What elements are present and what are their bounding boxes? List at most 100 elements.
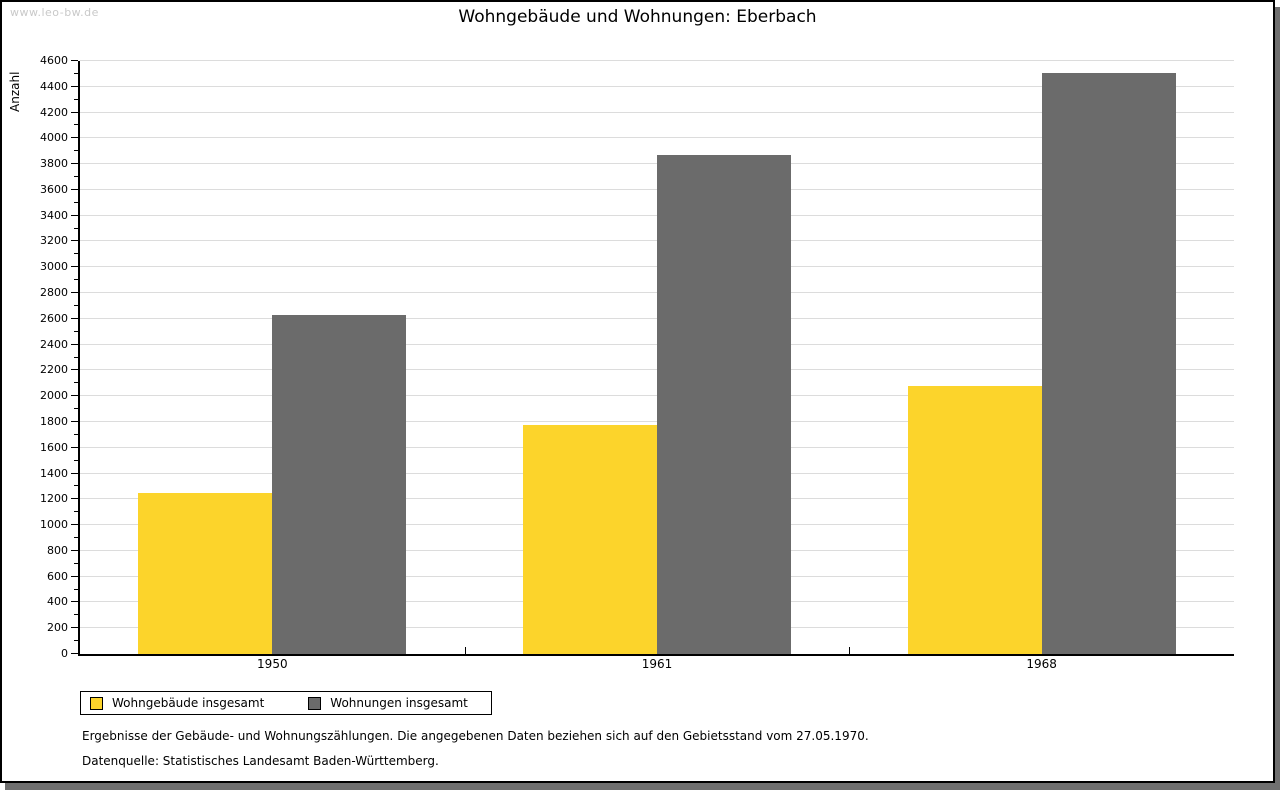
- x-tick-label-1968: 1968: [1026, 657, 1057, 671]
- bar-wohnungen-1961: [657, 155, 791, 654]
- footnote-source-note: Ergebnisse der Gebäude- und Wohnungszähl…: [82, 729, 869, 743]
- gray-swatch-icon: [308, 696, 322, 710]
- y-tick-label: 2800: [40, 286, 68, 300]
- y-axis-minor-tick: [74, 227, 78, 229]
- watermark: www.leo-bw.de: [10, 6, 99, 19]
- y-tick-label: 0: [61, 647, 68, 660]
- y-axis-minor-tick: [74, 279, 78, 281]
- y-axis-major-tick: [71, 420, 78, 422]
- legend-label: Wohnungen insgesamt: [330, 696, 468, 710]
- y-tick-label: 1000: [40, 518, 68, 532]
- gridline: [80, 85, 1234, 87]
- y-axis-minor-tick: [74, 176, 78, 178]
- y-tick-label: 400: [47, 595, 68, 609]
- y-tick-label: 2600: [40, 311, 68, 325]
- y-axis-minor-tick: [74, 253, 78, 255]
- legend-label: Wohngebäude insgesamt: [112, 696, 265, 710]
- y-tick-label: 1200: [40, 492, 68, 506]
- y-axis-minor-tick: [74, 72, 78, 74]
- y-axis-major-tick: [71, 240, 78, 242]
- y-axis-major-tick: [71, 60, 78, 61]
- y-axis-minor-tick: [74, 150, 78, 152]
- y-axis-minor-tick: [74, 356, 78, 358]
- y-axis-minor-tick: [74, 614, 78, 616]
- y-axis-major-tick: [71, 472, 78, 474]
- y-axis-minor-tick: [74, 330, 78, 332]
- y-tick-label: 1600: [40, 440, 68, 454]
- bar-wohngebaeude-1950: [138, 492, 273, 654]
- y-tick-label: 3000: [40, 260, 68, 274]
- y-axis-label: Anzahl: [8, 71, 22, 112]
- y-tick-label: 4400: [40, 79, 68, 93]
- bar-wohngebaeude-1961: [523, 425, 657, 654]
- y-axis-major-tick: [71, 601, 78, 603]
- y-axis-major-tick: [71, 163, 78, 165]
- bar-wohnungen-1950: [272, 314, 407, 654]
- y-axis-minor-tick: [74, 459, 78, 461]
- chart-title: Wohngebäude und Wohnungen: Eberbach: [458, 7, 817, 27]
- y-axis-minor-tick: [74, 485, 78, 487]
- y-axis-minor-tick: [74, 640, 78, 642]
- y-axis-minor-tick: [74, 511, 78, 513]
- y-tick-label: 3400: [40, 208, 68, 222]
- y-tick-label: 2000: [40, 389, 68, 403]
- y-tick-label: 1800: [40, 414, 68, 428]
- x-axis-group-tick: [849, 647, 851, 654]
- y-axis-major-tick: [71, 498, 78, 500]
- gridline: [80, 111, 1234, 113]
- y-tick-label: 3200: [40, 234, 68, 248]
- y-axis-line: [78, 61, 80, 654]
- y-axis-major-tick: [71, 627, 78, 629]
- y-axis-major-tick: [71, 214, 78, 216]
- y-axis-major-tick: [71, 524, 78, 526]
- bar-wohngebaeude-1968: [907, 385, 1042, 654]
- y-axis-minor-tick: [74, 588, 78, 590]
- y-tick-label: 4600: [40, 54, 68, 67]
- y-axis-minor-tick: [74, 562, 78, 564]
- y-axis-major-tick: [71, 266, 78, 268]
- plot-area: 0 200 400 600 800 1000 1200 1400 1600 1800 2000 220…: [40, 54, 1234, 660]
- y-axis-major-tick: [71, 395, 78, 397]
- y-axis-minor-tick: [74, 98, 78, 100]
- gridline: [80, 137, 1234, 139]
- legend-item-wohngebaeude: Wohngebäude insgesamt: [90, 696, 264, 710]
- y-tick-label: 2400: [40, 337, 68, 351]
- y-tick-label: 3600: [40, 182, 68, 196]
- y-axis-major-tick: [71, 369, 78, 371]
- y-axis-minor-tick: [74, 124, 78, 126]
- y-axis-major-tick: [71, 446, 78, 448]
- y-axis-major-tick: [71, 85, 78, 87]
- legend: Wohngebäude insgesamt Wohnungen insgesamt: [80, 691, 492, 715]
- y-axis-major-tick: [71, 292, 78, 294]
- y-tick-label: 200: [47, 621, 68, 635]
- footnote-data-source: Datenquelle: Statistisches Landesamt Bad…: [82, 754, 439, 768]
- y-axis-minor-tick: [74, 201, 78, 203]
- y-tick-label: 2200: [40, 363, 68, 377]
- y-axis-major-tick: [71, 549, 78, 551]
- y-tick-label: 4000: [40, 131, 68, 145]
- x-axis-line: [78, 654, 1234, 656]
- y-axis-major-tick: [71, 137, 78, 139]
- y-axis-major-tick: [71, 343, 78, 345]
- y-axis-minor-tick: [74, 304, 78, 306]
- bar-wohnungen-1968: [1041, 73, 1176, 654]
- y-axis-major-tick: [71, 188, 78, 190]
- x-tick-label-1950: 1950: [257, 657, 288, 671]
- y-axis-minor-tick: [74, 433, 78, 435]
- y-axis-minor-tick: [74, 382, 78, 384]
- y-axis-minor-tick: [74, 536, 78, 538]
- yellow-swatch-icon: [90, 696, 103, 710]
- x-axis-group-tick: [464, 647, 466, 654]
- y-tick-label: 3800: [40, 157, 68, 171]
- gridline: [80, 60, 1234, 61]
- y-axis-major-tick: [71, 111, 78, 113]
- legend-item-wohnungen: Wohnungen insgesamt: [308, 696, 468, 710]
- y-axis-major-tick: [71, 653, 78, 654]
- y-axis-major-tick: [71, 317, 78, 319]
- x-tick-label-1961: 1961: [641, 657, 673, 671]
- y-tick-label: 4200: [40, 105, 68, 119]
- y-axis-minor-tick: [74, 408, 78, 410]
- y-tick-label: 1400: [40, 466, 68, 480]
- y-tick-label: 600: [47, 569, 68, 583]
